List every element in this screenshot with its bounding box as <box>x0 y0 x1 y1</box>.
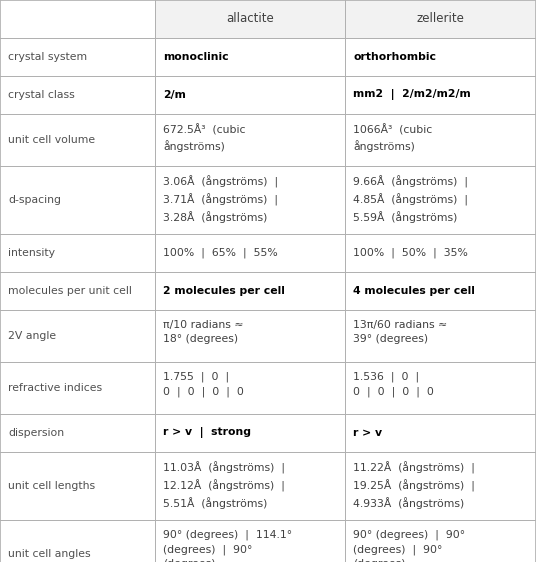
Text: 2/m: 2/m <box>163 90 186 100</box>
Text: mm2  |  2/m2/m2/m: mm2 | 2/m2/m2/m <box>353 89 471 101</box>
Text: 100%  |  65%  |  55%: 100% | 65% | 55% <box>163 248 278 259</box>
Bar <box>345 166 535 234</box>
Bar <box>0 114 155 166</box>
Text: unit cell volume: unit cell volume <box>8 135 95 145</box>
Text: monoclinic: monoclinic <box>163 52 229 62</box>
Bar <box>155 114 345 166</box>
Bar <box>0 414 155 452</box>
Bar <box>0 38 155 76</box>
Text: orthorhombic: orthorhombic <box>353 52 436 62</box>
Text: crystal class: crystal class <box>8 90 75 100</box>
Text: π/10 radians ≈
18° (degrees): π/10 radians ≈ 18° (degrees) <box>163 320 244 344</box>
Text: 2V angle: 2V angle <box>8 331 56 341</box>
Text: zellerite: zellerite <box>416 12 464 25</box>
Text: 1.536  |  0  |
0  |  0  |  0  |  0: 1.536 | 0 | 0 | 0 | 0 | 0 <box>353 372 434 397</box>
Bar <box>345 362 535 414</box>
Text: 90° (degrees)  |  114.1°
(degrees)  |  90°
(degrees): 90° (degrees) | 114.1° (degrees) | 90° (… <box>163 530 292 562</box>
Text: 11.22Å  (ångströms)  |
19.25Å  (ångströms)  |
4.933Å  (ångströms): 11.22Å (ångströms) | 19.25Å (ångströms) … <box>353 462 475 509</box>
Bar <box>155 0 345 38</box>
Text: dispersion: dispersion <box>8 428 64 438</box>
Bar <box>345 452 535 520</box>
Bar <box>155 310 345 362</box>
Text: 1.755  |  0  |
0  |  0  |  0  |  0: 1.755 | 0 | 0 | 0 | 0 | 0 <box>163 372 244 397</box>
Text: 3.06Å  (ångströms)  |
3.71Å  (ångströms)  |
3.28Å  (ångströms): 3.06Å (ångströms) | 3.71Å (ångströms) | … <box>163 176 278 223</box>
Bar <box>0 310 155 362</box>
Bar <box>155 38 345 76</box>
Bar <box>345 520 535 562</box>
Bar <box>345 0 535 38</box>
Text: 11.03Å  (ångströms)  |
12.12Å  (ångströms)  |
5.51Å  (ångströms): 11.03Å (ångströms) | 12.12Å (ångströms) … <box>163 462 285 509</box>
Text: 90° (degrees)  |  90°
(degrees)  |  90°
(degrees): 90° (degrees) | 90° (degrees) | 90° (deg… <box>353 530 465 562</box>
Text: 9.66Å  (ångströms)  |
4.85Å  (ångströms)  |
5.59Å  (ångströms): 9.66Å (ångströms) | 4.85Å (ångströms) | … <box>353 176 468 223</box>
Bar <box>345 414 535 452</box>
Bar <box>345 76 535 114</box>
Bar <box>345 114 535 166</box>
Text: 13π/60 radians ≈
39° (degrees): 13π/60 radians ≈ 39° (degrees) <box>353 320 447 344</box>
Text: allactite: allactite <box>226 12 274 25</box>
Bar <box>155 76 345 114</box>
Bar <box>155 272 345 310</box>
Text: 4 molecules per cell: 4 molecules per cell <box>353 286 475 296</box>
Text: unit cell lengths: unit cell lengths <box>8 481 95 491</box>
Bar <box>0 0 155 38</box>
Text: 2 molecules per cell: 2 molecules per cell <box>163 286 285 296</box>
Bar <box>0 272 155 310</box>
Text: crystal system: crystal system <box>8 52 87 62</box>
Text: 672.5Å³  (cubic
ångströms): 672.5Å³ (cubic ångströms) <box>163 124 246 152</box>
Bar <box>345 310 535 362</box>
Text: r > v  |  strong: r > v | strong <box>163 428 251 438</box>
Text: refractive indices: refractive indices <box>8 383 102 393</box>
Text: 100%  |  50%  |  35%: 100% | 50% | 35% <box>353 248 468 259</box>
Bar <box>155 452 345 520</box>
Bar <box>155 234 345 272</box>
Text: 1066Å³  (cubic
ångströms): 1066Å³ (cubic ångströms) <box>353 124 432 152</box>
Bar <box>345 38 535 76</box>
Text: r > v: r > v <box>353 428 382 438</box>
Bar <box>0 166 155 234</box>
Text: d-spacing: d-spacing <box>8 195 61 205</box>
Bar <box>0 520 155 562</box>
Bar <box>0 234 155 272</box>
Bar <box>155 520 345 562</box>
Text: unit cell angles: unit cell angles <box>8 549 91 559</box>
Bar <box>0 452 155 520</box>
Bar <box>155 166 345 234</box>
Bar <box>0 76 155 114</box>
Bar <box>155 414 345 452</box>
Bar <box>155 362 345 414</box>
Text: intensity: intensity <box>8 248 55 258</box>
Bar <box>0 362 155 414</box>
Text: molecules per unit cell: molecules per unit cell <box>8 286 132 296</box>
Bar <box>345 272 535 310</box>
Bar <box>345 234 535 272</box>
